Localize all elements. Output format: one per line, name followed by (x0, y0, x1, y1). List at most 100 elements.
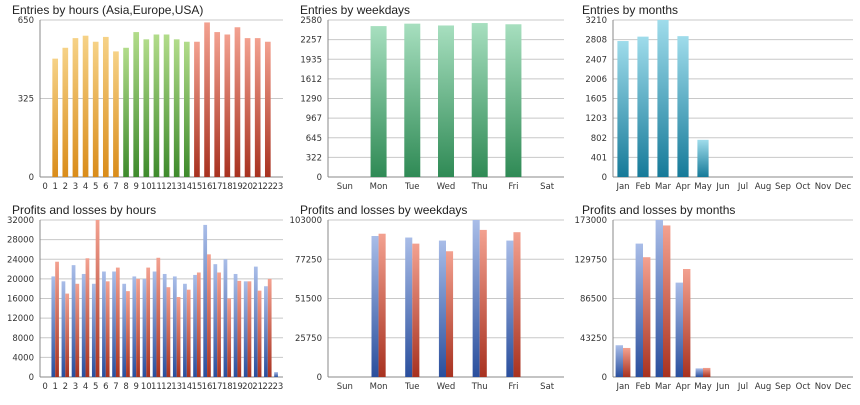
bar (183, 41, 190, 177)
bar (227, 298, 232, 377)
bar (371, 236, 379, 377)
x-tick-label: 8 (123, 382, 128, 392)
bar (370, 26, 387, 178)
bar (204, 22, 210, 177)
y-tick-label: 2407 (585, 55, 607, 65)
x-tick-label: 12 (161, 382, 172, 392)
bar (677, 36, 689, 178)
bar (213, 264, 218, 377)
y-tick-label: 802 (591, 134, 607, 144)
bar (153, 34, 160, 177)
bar (166, 287, 171, 377)
bar (703, 367, 711, 377)
y-tick-label: 51500 (295, 295, 322, 305)
bar (82, 35, 89, 178)
chart-profits-losses-by-hours: 0 4000 8000 12000 16000 20000 24000 28000 32000 0… (7, 216, 284, 392)
bar (55, 261, 59, 377)
bar (479, 229, 487, 377)
bar (623, 347, 631, 377)
x-tick-label: 17 (212, 382, 223, 392)
bar (203, 224, 208, 377)
bar (143, 39, 150, 178)
bar (657, 20, 669, 177)
bar (438, 240, 446, 377)
x-tick-label: 9 (133, 382, 138, 392)
bar (156, 257, 161, 377)
chart-profits-losses-by-weekdays: 0 25750 51500 77250 103000 Sun Mon Tue Wed Thu Fri… (290, 216, 564, 392)
x-tick-label: 11 (151, 382, 162, 392)
chart-entries-by-weekdays: 0 322 645 967 1290 1612 1935 2257 2580 Sun Mon Tue W… (300, 16, 564, 192)
x-tick-label: 19 (232, 182, 243, 192)
y-tick-label: 2257 (300, 36, 322, 46)
bar (233, 273, 238, 377)
bar (85, 258, 90, 377)
panel-profits-losses-by-months: Profits and losses by months 0 43250 86500… (570, 200, 860, 400)
bar (683, 269, 691, 377)
y-tick-label: 8000 (12, 334, 34, 344)
x-tick-label: 22 (262, 382, 273, 392)
y-tick-label: 25750 (295, 334, 322, 344)
x-tick-label: 14 (181, 182, 192, 192)
x-tick-label: 18 (222, 182, 233, 192)
x-tick-label: Aug (755, 382, 772, 392)
bar (264, 286, 268, 377)
bar (237, 280, 242, 377)
panel-entries-by-months: Entries by months 0 401 802 1203 1605 2006 240… (570, 0, 860, 198)
x-tick-label: 16 (202, 182, 213, 192)
bar (224, 34, 231, 177)
x-tick-label: 15 (192, 182, 203, 192)
chart-title: Entries by weekdays (300, 3, 411, 17)
x-tick-label: 4 (83, 382, 88, 392)
x-tick-label: 13 (171, 182, 182, 192)
chart-title: Profits and losses by weekdays (300, 203, 468, 217)
bar (132, 276, 137, 377)
x-tick-label: 15 (192, 382, 203, 392)
x-tick-label: 22 (262, 182, 273, 192)
bar (61, 281, 66, 377)
y-tick-label: 3210 (585, 16, 607, 26)
x-tick-label: Sep (775, 182, 791, 192)
x-tick-label: 16 (202, 382, 213, 392)
y-tick-label: 16000 (7, 295, 34, 305)
x-tick-label: 3 (73, 382, 78, 392)
bar (186, 289, 191, 377)
x-tick-label: Jan (615, 182, 629, 192)
bar (254, 38, 261, 177)
bar (635, 243, 643, 377)
y-tick-label: 1605 (585, 95, 607, 105)
chart-title: Entries by hours (Asia,Europe,USA) (12, 3, 204, 17)
y-tick-label: 0 (602, 173, 607, 183)
y-tick-label: 325 (18, 95, 34, 105)
x-tick-label: Thu (471, 182, 488, 192)
x-tick-label: 18 (222, 382, 233, 392)
bar (95, 220, 100, 377)
y-tick-label: 2808 (585, 36, 607, 46)
bar (146, 267, 151, 377)
bar (72, 38, 79, 177)
bar (217, 272, 221, 377)
bar (142, 278, 147, 377)
chart-title: Entries by months (582, 3, 679, 17)
bar (183, 283, 187, 377)
x-tick-label: 1 (52, 182, 57, 192)
x-tick-label: Sat (540, 382, 555, 392)
bar (113, 51, 119, 177)
y-tick-label: 129750 (575, 255, 607, 265)
bar (163, 34, 170, 177)
y-tick-label: 0 (317, 373, 322, 383)
chart-title: Profits and losses by hours (12, 203, 157, 217)
bar (193, 274, 197, 377)
bar (675, 282, 683, 377)
x-tick-label: 23 (273, 382, 284, 392)
bar (136, 278, 140, 377)
bar (695, 368, 703, 377)
bar (471, 23, 488, 178)
bar (655, 220, 663, 377)
bar (244, 38, 251, 177)
x-tick-label: Wed (437, 382, 456, 392)
bar (115, 267, 120, 377)
x-tick-label: Thu (471, 382, 488, 392)
y-tick-label: 86500 (580, 295, 607, 305)
